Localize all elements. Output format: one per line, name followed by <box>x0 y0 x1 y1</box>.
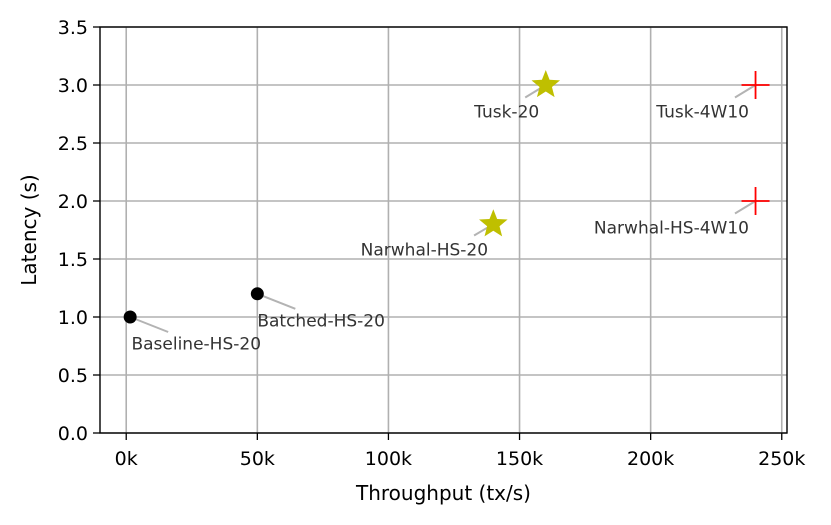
y-tick-label: 3.5 <box>58 17 88 39</box>
x-tick-label: 150k <box>496 448 543 470</box>
point-label-narwhal-hs-20: Narwhal-HS-20 <box>361 241 488 261</box>
x-tick-label: 200k <box>627 448 674 470</box>
y-tick-label: 1.0 <box>58 307 88 329</box>
y-axis-label: Latency (s) <box>17 174 41 285</box>
x-tick-label: 250k <box>758 448 805 470</box>
point-batched-hs-20 <box>250 287 264 301</box>
x-tick-label: 50k <box>240 448 275 470</box>
x-tick-label: 100k <box>365 448 412 470</box>
point-tusk-20 <box>531 70 561 98</box>
point-narwhal-hs-20 <box>479 209 508 237</box>
y-tick-label: 3.0 <box>58 75 88 97</box>
point-narwhal-hs-4w10 <box>741 187 770 215</box>
y-tick-label: 2.0 <box>58 191 88 213</box>
data-points <box>123 70 770 324</box>
point-label-tusk-4w10: Tusk-4W10 <box>655 102 749 122</box>
annotations: Baseline-HS-20 Batched-HS-20 Narwhal-HS-20… <box>129 84 757 354</box>
point-baseline-hs-20 <box>123 310 137 324</box>
plot-frame <box>99 26 788 434</box>
annotation-connector <box>256 292 296 310</box>
axes <box>93 26 788 440</box>
annotation-connector <box>129 316 169 333</box>
point-label-baseline-hs-20: Baseline-HS-20 <box>131 334 261 354</box>
tick-labels: 0k 50k 100k 150k 200k 250k 0.0 0.5 1.0 1.5 2.0 2.5 3… <box>58 17 806 470</box>
x-axis-label: Throughput (tx/s) <box>355 481 531 505</box>
point-label-tusk-20: Tusk-20 <box>473 102 539 122</box>
y-tick-label: 2.5 <box>58 133 88 155</box>
x-tick-label: 0k <box>115 448 138 470</box>
annotation-connector <box>734 200 757 215</box>
y-tick-label: 0.5 <box>58 365 88 387</box>
y-tick-label: 1.5 <box>58 249 88 271</box>
point-tusk-4w10 <box>741 71 770 99</box>
point-label-batched-hs-20: Batched-HS-20 <box>257 311 385 331</box>
annotation-connector <box>734 84 757 99</box>
y-tick-label: 0.0 <box>58 423 88 445</box>
point-label-narwhal-hs-4w10: Narwhal-HS-4W10 <box>594 218 749 238</box>
